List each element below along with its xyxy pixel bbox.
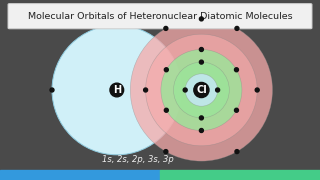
- Circle shape: [216, 88, 220, 92]
- Text: Cl: Cl: [196, 85, 207, 95]
- Circle shape: [199, 17, 204, 21]
- Circle shape: [183, 88, 187, 92]
- Circle shape: [144, 88, 148, 92]
- Circle shape: [199, 48, 204, 51]
- Text: 1s, 2s, 2p, 3s, 3p: 1s, 2s, 2p, 3s, 3p: [102, 155, 173, 164]
- Circle shape: [164, 68, 168, 72]
- Circle shape: [199, 116, 204, 120]
- Circle shape: [146, 34, 257, 146]
- Circle shape: [235, 26, 239, 30]
- Circle shape: [164, 26, 168, 30]
- Bar: [0, 170, 160, 180]
- Circle shape: [255, 88, 259, 92]
- Circle shape: [164, 108, 168, 112]
- Circle shape: [199, 129, 204, 132]
- Circle shape: [235, 68, 238, 72]
- Text: Molecular Orbitals of Heteronuclear Diatomic Molecules: Molecular Orbitals of Heteronuclear Diat…: [28, 12, 292, 21]
- Circle shape: [235, 150, 239, 154]
- Circle shape: [185, 74, 218, 106]
- Circle shape: [164, 150, 168, 154]
- Circle shape: [194, 82, 209, 98]
- Circle shape: [235, 108, 238, 112]
- Text: H: H: [113, 85, 121, 95]
- Circle shape: [199, 60, 204, 64]
- Circle shape: [110, 83, 124, 97]
- Circle shape: [161, 50, 242, 130]
- FancyBboxPatch shape: [8, 4, 312, 29]
- Circle shape: [52, 25, 181, 155]
- Circle shape: [130, 19, 273, 161]
- Circle shape: [50, 88, 54, 92]
- Bar: [160, 170, 320, 180]
- Circle shape: [173, 62, 229, 118]
